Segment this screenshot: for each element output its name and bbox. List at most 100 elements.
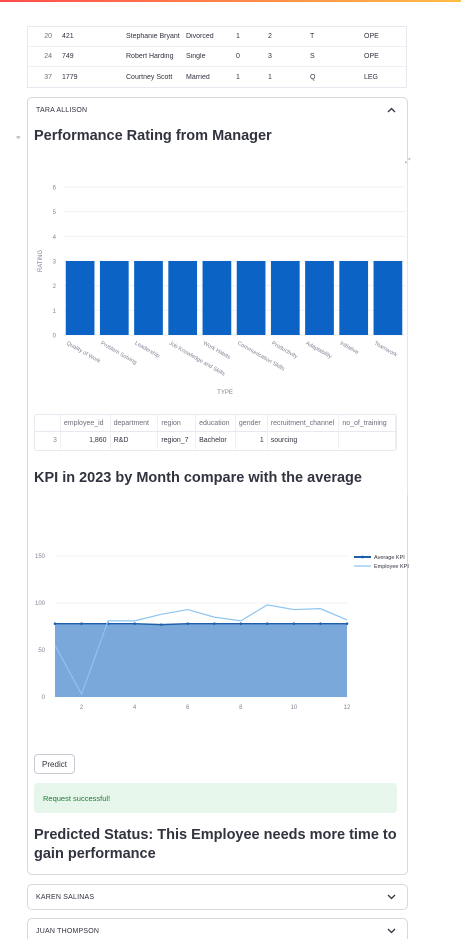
average-kpi-point	[159, 623, 163, 626]
expander-karen-salinas[interactable]: KAREN SALINAS	[27, 884, 408, 910]
y-tick-label: 6	[53, 186, 57, 192]
table-cell: Robert Harding	[126, 53, 174, 60]
average-kpi-point	[212, 622, 216, 625]
average-kpi-point	[80, 622, 83, 625]
y-tick-label: 3	[53, 260, 57, 266]
employee-table: 20 421 Stephanie Bryant Divorced 1 2 T OPE 24 749…	[27, 26, 407, 88]
expander-header[interactable]: KAREN SALINAS	[28, 885, 407, 909]
table-cell: LEG	[364, 73, 379, 81]
table-cell: 1779	[62, 73, 78, 81]
expander-header[interactable]: TARA ALLISON	[28, 98, 407, 122]
expander-tara-allison: TARA ALLISON	[27, 97, 408, 875]
dataframe-header-cell: gender	[236, 415, 268, 431]
x-tick-label: Problem Solving	[99, 341, 137, 367]
table-cell: 37	[44, 73, 52, 81]
bar	[168, 261, 198, 335]
employee-dataframe[interactable]: employee_id department region education gend…	[34, 414, 397, 451]
table-cell: Stephanie Bryant	[126, 33, 180, 40]
table-cell: 3	[268, 53, 272, 60]
table-cell: Divorced	[186, 33, 214, 40]
y-tick-label: 150	[35, 554, 46, 560]
scroll-edge	[407, 160, 408, 495]
y-tick-label: 50	[38, 648, 45, 654]
y-tick-label: 5	[53, 210, 57, 216]
table-cell: 20	[44, 33, 52, 40]
legend-label: Average KPI	[374, 555, 405, 561]
x-tick-label: 10	[291, 705, 298, 711]
average-kpi-point	[239, 622, 243, 625]
kpi-title: KPI in 2023 by Month compare with the av…	[34, 470, 362, 486]
bar	[339, 261, 369, 335]
expander-label: JUAN THOMPSON	[36, 927, 100, 935]
bar	[236, 261, 266, 335]
x-tick-label: 8	[239, 705, 243, 711]
dataframe-cell: sourcing	[268, 432, 340, 449]
expander-header[interactable]: JUAN THOMPSON	[28, 919, 407, 939]
chevron-up-icon[interactable]	[385, 104, 397, 116]
dataframe-cell: region_7	[158, 432, 197, 449]
x-tick-label: Initiative	[339, 341, 360, 356]
chevron-down-icon[interactable]	[385, 891, 397, 903]
y-tick-label: 1	[53, 309, 57, 315]
average-kpi-point	[133, 622, 136, 625]
table-cell: 1	[268, 73, 272, 81]
x-tick-label: 6	[186, 705, 190, 711]
y-tick-label: 2	[53, 284, 57, 290]
top-decoration-bar	[0, 0, 461, 2]
expander-label: KAREN SALINAS	[36, 893, 95, 901]
x-tick-label: Adaptability	[305, 341, 333, 361]
table-cell: 749	[62, 53, 74, 60]
table-row: 20 421 Stephanie Bryant Divorced 1 2 T OPE	[28, 27, 406, 47]
dataframe-header-cell: department	[111, 415, 159, 431]
table-cell: S	[310, 53, 315, 60]
x-tick-label: Quality of Work	[65, 341, 101, 365]
x-tick-label: Productivity	[270, 341, 298, 361]
x-tick-label: Leadership	[134, 341, 161, 360]
chevron-down-icon[interactable]	[385, 925, 397, 937]
dataframe-header-cell: employee_id	[61, 415, 111, 431]
dataframe-cell: Bachelor	[196, 432, 236, 449]
table-cell: 1	[236, 33, 240, 40]
dataframe-header-cell: recruitment_channel	[268, 415, 340, 431]
bar	[202, 261, 232, 335]
table-cell: 24	[44, 53, 52, 60]
y-tick-label: 100	[35, 601, 46, 607]
table-cell: 421	[62, 33, 74, 40]
expander-juan-thompson[interactable]: JUAN THOMPSON	[27, 918, 408, 939]
table-cell: T	[310, 33, 315, 40]
average-kpi-area	[55, 623, 347, 697]
table-row: 37 1779 Courtney Scott Married 1 1 Q LEG	[28, 67, 406, 87]
average-kpi-point	[53, 622, 57, 625]
y-tick-label: 0	[53, 334, 57, 340]
x-tick-label: 2	[80, 705, 84, 711]
bar	[134, 261, 163, 335]
bar	[270, 261, 300, 335]
table-cell: Q	[310, 73, 316, 81]
table-cell: Single	[186, 53, 206, 60]
x-tick-label: 4	[133, 705, 137, 711]
average-kpi-point	[292, 622, 296, 625]
anchor-link-icon[interactable]: ⚭	[15, 133, 22, 142]
dataframe-cell: R&D	[111, 432, 159, 449]
table-cell: 1	[236, 73, 240, 81]
table-cell: OPE	[364, 33, 379, 40]
average-kpi-point	[345, 622, 349, 625]
x-tick-label: Teamwork	[373, 341, 398, 359]
x-axis-title: TYPE	[217, 390, 233, 396]
y-tick-label: 4	[53, 235, 57, 241]
predict-button[interactable]: Predict	[34, 754, 75, 774]
bar	[305, 261, 334, 335]
dataframe-header-cell: no_of_training	[339, 415, 396, 431]
dataframe-header-cell	[35, 415, 61, 431]
table-cell: OPE	[364, 53, 379, 60]
average-kpi-point	[266, 622, 269, 625]
table-cell: 0	[236, 53, 240, 60]
y-axis-title: RATING	[38, 250, 44, 273]
employee-kpi-line	[54, 604, 348, 696]
dataframe-header-row: employee_id department region education gend…	[35, 415, 396, 432]
table-row: 24 749 Robert Harding Single 0 3 S OPE	[28, 47, 406, 67]
success-message: Request successful!	[43, 793, 111, 803]
table-cell: 2	[268, 33, 272, 40]
bar	[99, 261, 129, 335]
